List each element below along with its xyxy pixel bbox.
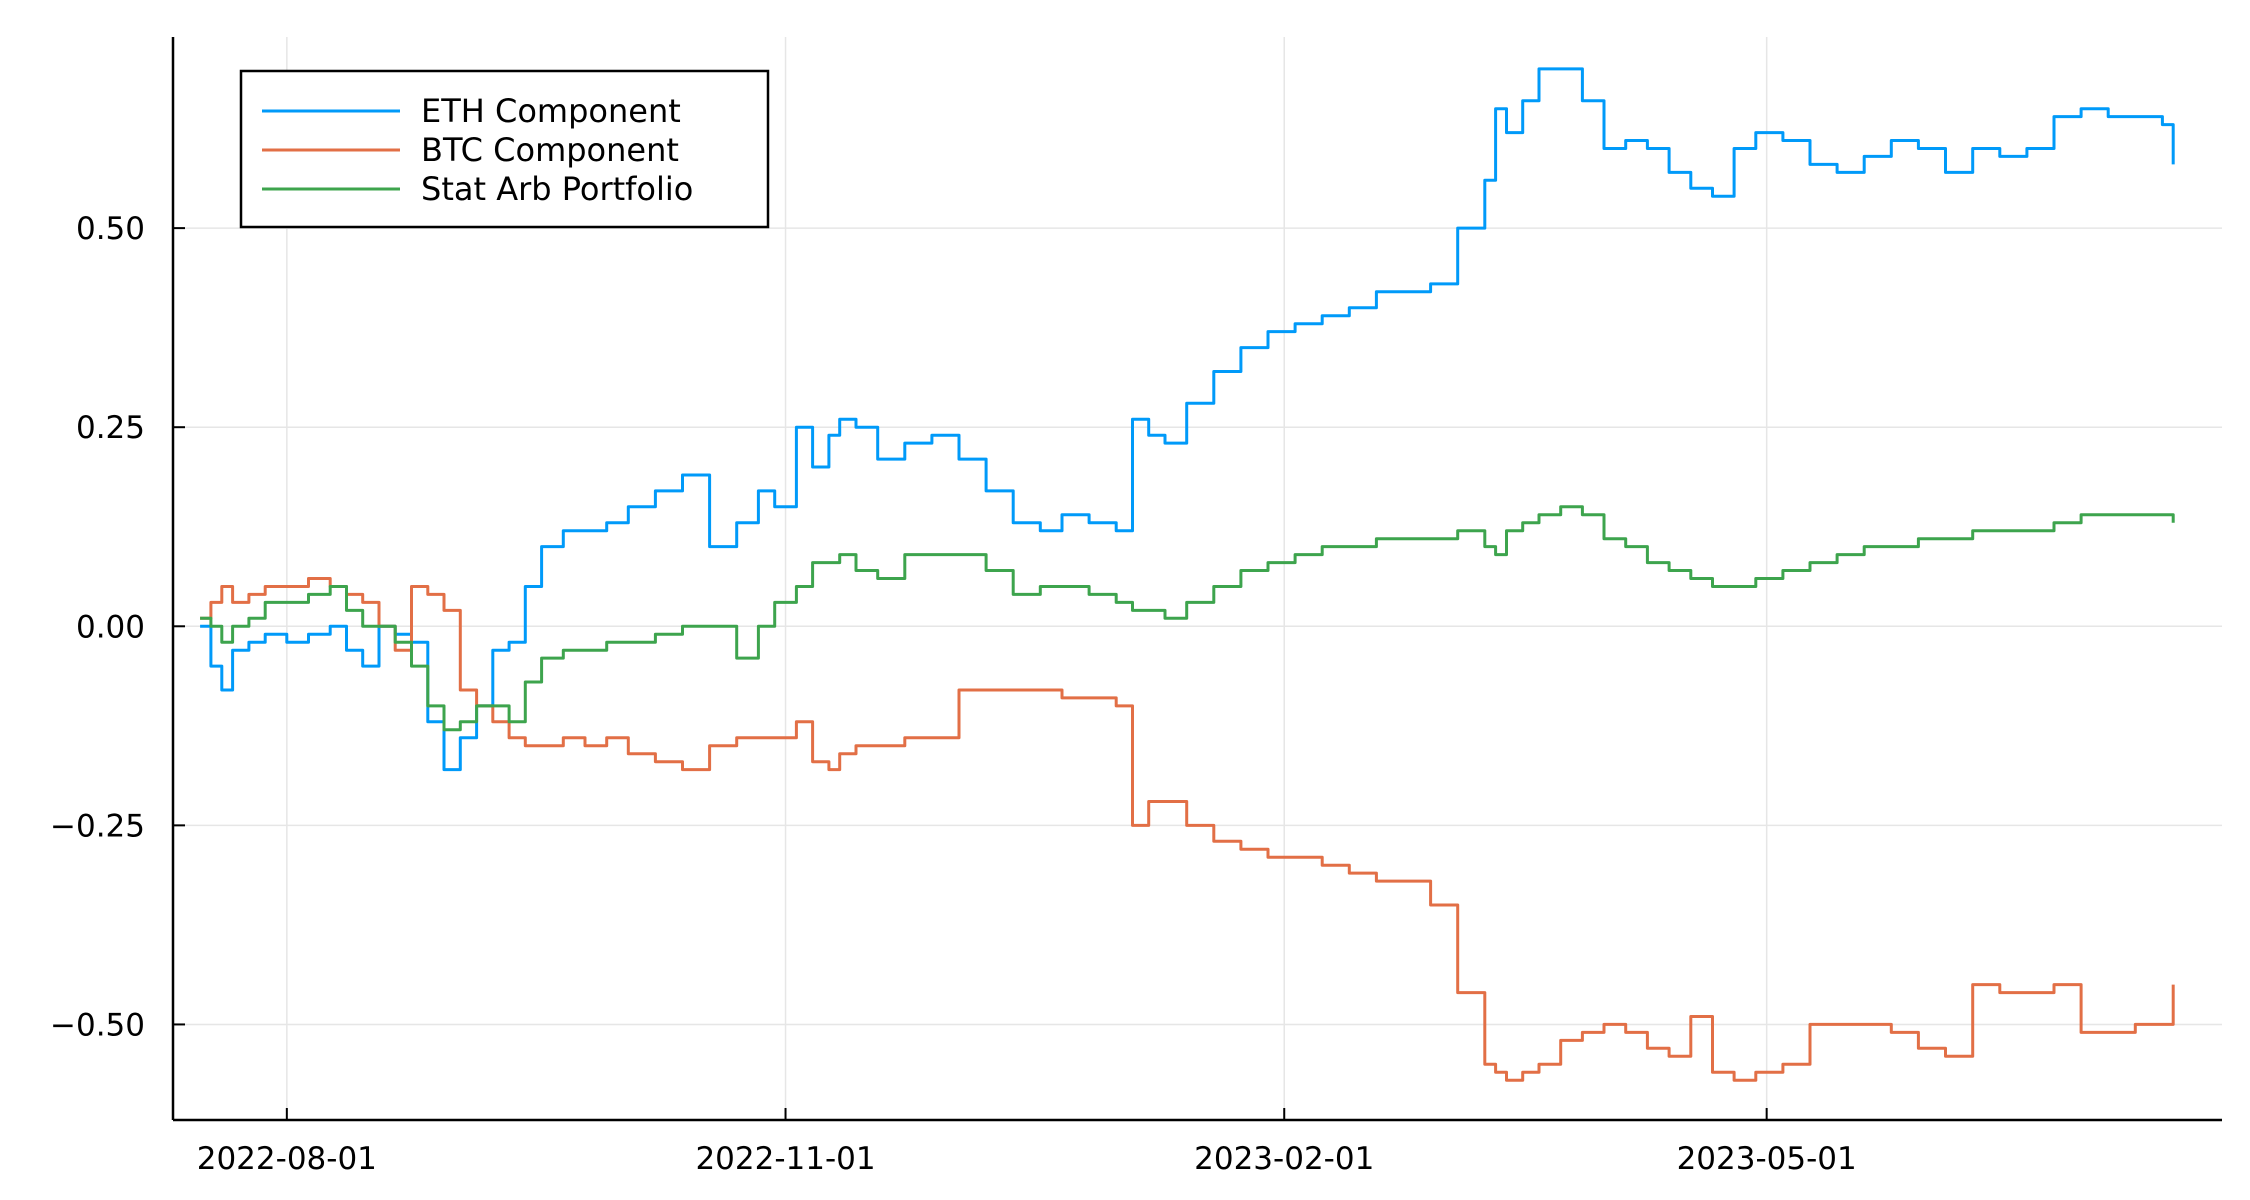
x-tick-label: 2023-05-01	[1677, 1141, 1857, 1177]
y-tick-label: −0.50	[50, 1007, 145, 1043]
y-tick-label: 0.50	[76, 211, 145, 247]
legend-label-stat-arb-portfolio: Stat Arb Portfolio	[421, 170, 693, 208]
series-line-stat-arb-portfolio	[200, 507, 2173, 730]
series-line-btc-component	[200, 579, 2173, 1081]
x-tick-label: 2023-02-01	[1194, 1141, 1374, 1177]
legend-label-eth-component: ETH Component	[421, 92, 681, 130]
legend-label-btc-component: BTC Component	[421, 131, 679, 169]
y-tick-label: 0.25	[76, 410, 145, 446]
y-tick-label: 0.00	[76, 609, 145, 645]
x-tick-label: 2022-11-01	[695, 1141, 875, 1177]
x-tick-label: 2022-08-01	[197, 1141, 377, 1177]
y-tick-label: −0.25	[50, 808, 145, 844]
